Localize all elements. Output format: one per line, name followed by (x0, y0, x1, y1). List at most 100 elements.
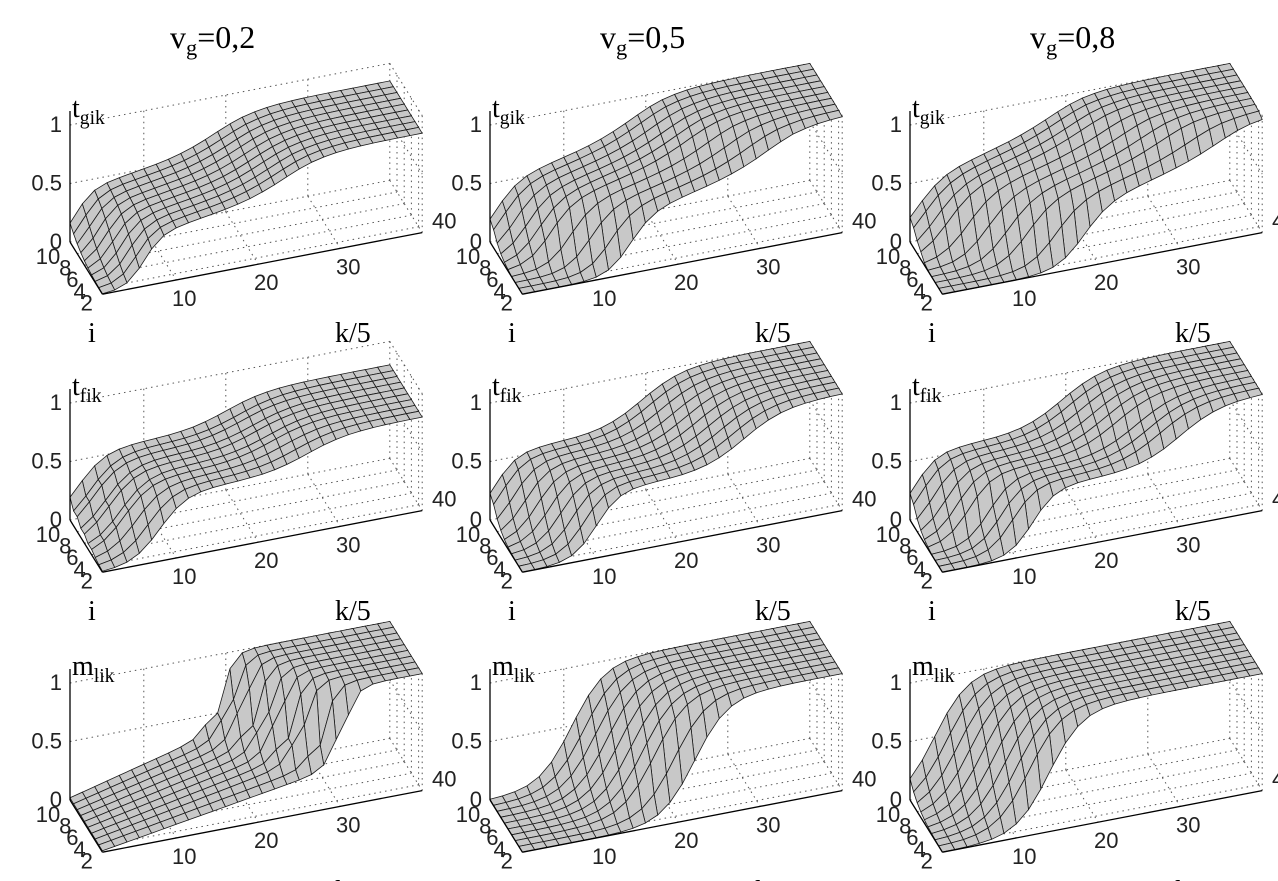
z-axis-label-t_fik-main: t (492, 371, 500, 402)
grid-line-floor-k (645, 211, 679, 265)
i-tick-label: 10 (456, 802, 480, 827)
i-tick-label: 4 (73, 557, 85, 582)
grid-line-side-z (389, 679, 423, 733)
i-tick-label: 6 (486, 825, 498, 850)
i-axis-line (69, 519, 103, 573)
grid-line-floor-k (809, 180, 843, 233)
z-axis-label-m_lik-main: m (492, 651, 514, 682)
grid-line-floor-k (727, 753, 761, 807)
k-tick-label: 20 (674, 548, 698, 573)
i-axis-label: i (928, 596, 936, 627)
z-axis-label-m_lik-main: m (72, 651, 94, 682)
i-tick-label: 2 (501, 568, 513, 593)
k-tick-label: 30 (756, 254, 780, 279)
i-tick-label: 6 (906, 825, 918, 850)
grid-line-floor-k (1065, 769, 1099, 823)
k-tick-label: 20 (674, 828, 698, 853)
grid-line-floor-k (809, 458, 843, 511)
z-axis-label-t_fik-main: t (912, 371, 920, 402)
grid-line-floor-k (389, 458, 423, 511)
i-tick-label: 6 (906, 545, 918, 570)
z-tick-label: 0.5 (871, 729, 902, 754)
i-tick-label: 6 (486, 267, 498, 292)
z-tick-label: 0.5 (871, 171, 902, 196)
i-tick-label: 10 (36, 522, 60, 547)
grid-line-floor-k (389, 738, 423, 791)
z-axis-label-t_gik: tgik (72, 93, 105, 129)
z-axis-label-m_lik: mlik (912, 651, 955, 687)
i-tick-label: 10 (876, 522, 900, 547)
grid-line-floor-k (225, 489, 259, 543)
i-tick-label: 2 (501, 848, 513, 873)
k-tick-label: 30 (1176, 812, 1200, 837)
k-axis-line (942, 509, 1263, 573)
z-axis-label-t_fik-main: t (72, 371, 80, 402)
grid-line-floor-k (809, 738, 843, 791)
i-axis-line (909, 519, 943, 573)
column-title-3-sub: g (1046, 35, 1057, 60)
k-axis-label: k/5 (1175, 876, 1211, 881)
i-tick-label: 8 (479, 534, 491, 559)
k-tick-label: 10 (1012, 286, 1036, 311)
column-title-2-main: v (600, 19, 616, 55)
z-axis-label-t_gik-sub: gik (80, 108, 105, 129)
i-tick-label: 10 (456, 244, 480, 269)
i-tick-label: 8 (59, 256, 71, 281)
k-tick-label: 20 (1094, 270, 1118, 295)
i-tick-label: 4 (913, 837, 925, 862)
z-tick-label: 0.5 (31, 171, 62, 196)
z-tick-label: 0.5 (451, 171, 482, 196)
i-tick-label: 8 (479, 814, 491, 839)
z-axis-label-t_gik: tgik (492, 93, 525, 129)
i-tick-label: 8 (899, 814, 911, 839)
i-tick-label: 2 (81, 848, 93, 873)
z-tick-label: 0 (50, 787, 62, 812)
z-tick-label: 1 (890, 670, 902, 695)
k-axis-line (942, 789, 1263, 853)
i-axis-label: i (88, 876, 96, 881)
i-tick-label: 4 (493, 557, 505, 582)
k-tick-label: 20 (254, 270, 278, 295)
i-tick-label: 2 (81, 568, 93, 593)
i-axis-line (69, 799, 103, 853)
grid-line-side-z (1229, 679, 1263, 733)
k-tick-label: 30 (336, 812, 360, 837)
k-tick-label: 10 (1012, 564, 1036, 589)
z-tick-label: 0 (890, 787, 902, 812)
k-tick-label: 30 (756, 812, 780, 837)
k-tick-label: 20 (1094, 828, 1118, 853)
grid-line-floor-k (389, 180, 423, 233)
z-axis-label-t_fik-sub: fik (80, 386, 102, 407)
z-axis-label-t_gik-main: t (72, 93, 80, 124)
k-tick-label: 40 (1272, 209, 1278, 234)
i-tick-label: 2 (81, 290, 93, 315)
z-tick-label: 0 (50, 507, 62, 532)
z-tick-label: 0.5 (451, 449, 482, 474)
k-axis-line (942, 231, 1263, 295)
grid-line-floor-k (1229, 458, 1263, 511)
z-axis-label-t_gik-sub: gik (500, 108, 525, 129)
i-tick-label: 8 (59, 534, 71, 559)
i-tick-label: 4 (73, 837, 85, 862)
grid-line-side-z (1229, 399, 1263, 453)
i-tick-label: 10 (36, 244, 60, 269)
z-tick-label: 0.5 (871, 449, 902, 474)
k-tick-label: 40 (1272, 767, 1278, 792)
column-title-2: vg=0,5 (600, 19, 685, 60)
z-axis-label-t_fik: tfik (72, 371, 102, 407)
grid-line-floor-k (225, 211, 259, 265)
z-tick-label: 0 (890, 229, 902, 254)
k-axis-line (522, 509, 843, 573)
surface-cell (98, 559, 116, 572)
i-tick-label: 8 (59, 814, 71, 839)
i-axis-line (489, 519, 523, 573)
z-tick-label: 0 (890, 507, 902, 532)
i-axis-line (489, 241, 523, 295)
k-tick-label: 30 (1176, 532, 1200, 557)
i-tick-label: 6 (486, 545, 498, 570)
i-tick-label: 2 (921, 568, 933, 593)
k-tick-label: 30 (336, 254, 360, 279)
i-tick-label: 4 (913, 557, 925, 582)
